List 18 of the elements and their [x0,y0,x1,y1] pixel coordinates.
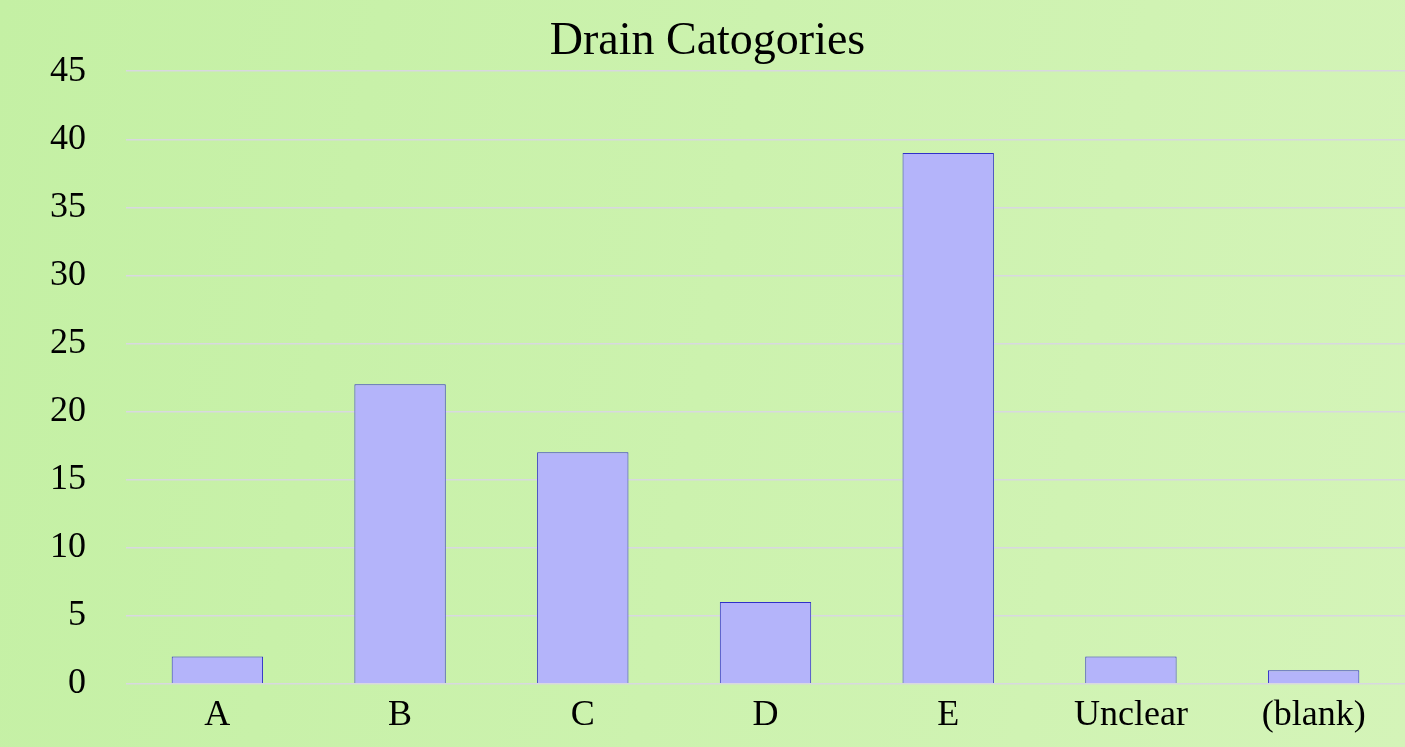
x-tick-label: A [204,692,231,733]
x-tick-label: (blank) [1261,692,1366,733]
y-tick-label: 45 [50,48,86,89]
y-tick-label: 25 [50,320,86,361]
x-tick-label: E [937,692,960,733]
x-tick-label: D [752,692,779,733]
y-tick-label: 20 [50,388,86,429]
y-tick-label: 35 [50,184,86,225]
x-tick-label: C [570,692,595,733]
chart-title: Drain Catogories [549,12,866,64]
x-tick-label: B [388,692,413,733]
y-tick-label: 10 [50,525,86,566]
y-tick-label: 40 [50,116,86,157]
x-tick-label: Unclear [1073,692,1188,733]
y-tick-label: 30 [50,252,86,293]
y-tick-label: 15 [50,457,86,498]
y-tick-label: 0 [68,661,86,702]
y-tick-label: 5 [68,593,86,634]
